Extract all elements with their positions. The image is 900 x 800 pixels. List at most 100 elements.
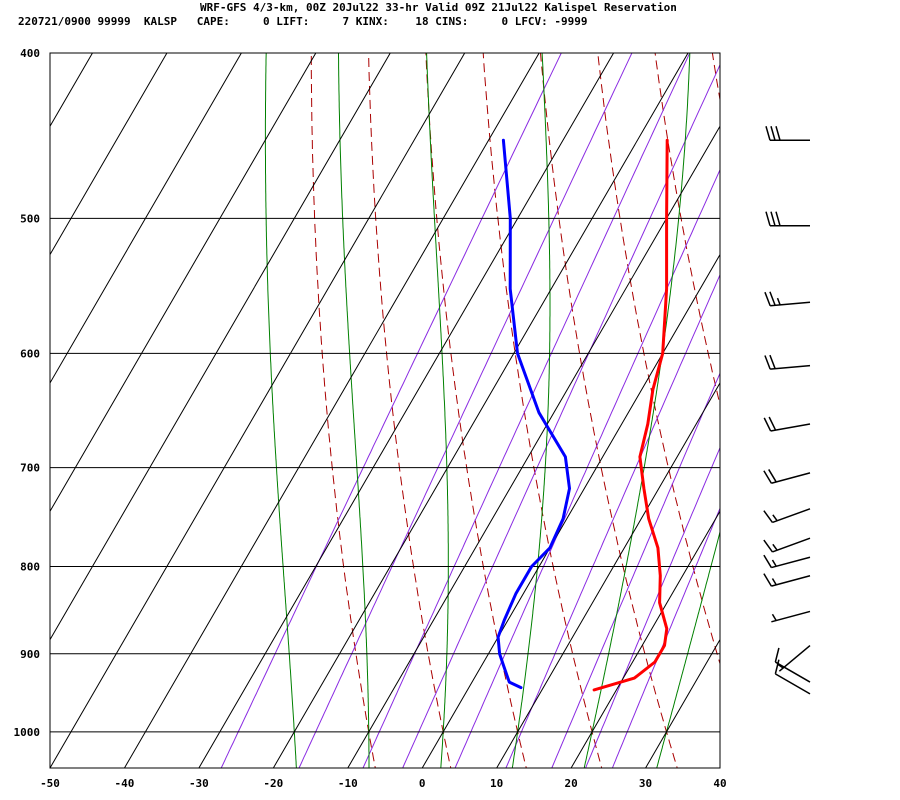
- wind-barb: [771, 610, 811, 623]
- barb-shaft: [771, 556, 811, 569]
- barb-flag: [770, 211, 776, 226]
- profiles: [496, 138, 669, 692]
- x-tick-label: -30: [189, 777, 209, 790]
- isotherm-line: [50, 53, 93, 128]
- x-tick-label: -40: [115, 777, 135, 790]
- mixing-ratio-line: [505, 273, 720, 768]
- wind-barb: [776, 644, 811, 672]
- background-lines: [220, 15, 900, 775]
- barb-flag: [763, 539, 774, 553]
- wind-barb: [763, 416, 811, 432]
- barb-flag: [774, 659, 780, 675]
- y-tick-label: 1000: [14, 726, 41, 739]
- barb-flag: [763, 554, 773, 568]
- isotherm-line: [570, 510, 720, 768]
- barb-shaft: [774, 661, 811, 683]
- dry-adiabat: [425, 53, 527, 768]
- dry-adiabat: [310, 53, 376, 768]
- wind-barbs: [763, 126, 811, 695]
- dry-adiabat: [711, 53, 720, 103]
- barb-flag: [763, 470, 773, 484]
- wind-barb: [763, 537, 811, 553]
- y-tick-label: 600: [20, 347, 40, 360]
- wind-barb: [765, 126, 810, 142]
- x-tick-label: 0: [419, 777, 426, 790]
- y-tick-label: 400: [20, 47, 40, 60]
- barb-shaft: [771, 472, 811, 484]
- isotherm-line: [496, 381, 720, 768]
- isotherm-line: [645, 638, 720, 768]
- isotherm-line: [347, 125, 720, 768]
- mixing-ratio-line: [298, 53, 633, 768]
- barb-flag: [763, 573, 773, 587]
- barb-shaft: [772, 537, 811, 553]
- dry-adiabat: [368, 53, 452, 768]
- wind-barb: [763, 508, 811, 524]
- x-tick-label: 40: [713, 777, 726, 790]
- barb-flag: [768, 469, 777, 483]
- isotherm-line: [421, 253, 720, 768]
- barb-shaft: [774, 673, 811, 695]
- isotherm-line: [0, 53, 18, 768]
- dry-adiabat: [763, 15, 900, 775]
- wind-barb: [764, 291, 811, 307]
- mixing-ratio-line: [585, 446, 720, 768]
- x-tick-label: -20: [263, 777, 283, 790]
- barb-flag: [768, 416, 777, 431]
- sounding-indices: 220721/0900 99999 KALSP CAPE: 0 LIFT: 7 …: [18, 15, 588, 28]
- mixing-ratio-line: [362, 53, 691, 768]
- wind-barb: [763, 554, 811, 569]
- x-tick-label: 10: [490, 777, 503, 790]
- moist-adiabat: [264, 53, 297, 768]
- y-tick-label: 900: [20, 648, 40, 661]
- moist-adiabat: [426, 53, 449, 768]
- moist-adiabat: [656, 530, 720, 768]
- mixing-ratio-line: [551, 372, 720, 768]
- y-tick-label: 800: [20, 561, 40, 574]
- barb-flag: [765, 126, 771, 141]
- isotherm-line: [50, 53, 242, 384]
- barb-shaft: [770, 301, 811, 307]
- isotherm-line: [198, 53, 615, 768]
- dry-adiabat: [482, 53, 603, 768]
- barb-flag: [775, 211, 781, 226]
- chart-title: WRF-GFS 4/3-km, 00Z 20Jul22 33-hr Valid …: [200, 1, 677, 14]
- moist-adiabat: [511, 53, 551, 768]
- wind-barb: [764, 354, 811, 370]
- isotherm-line: [124, 53, 540, 768]
- dry-adiabat: [876, 15, 900, 775]
- dewpoint-profile: [496, 138, 571, 690]
- mixing-ratio-line: [220, 53, 562, 768]
- x-tick-label: -50: [40, 777, 60, 790]
- barb-half-flag: [771, 559, 777, 567]
- dry-adiabat: [820, 15, 900, 775]
- barb-shaft: [771, 610, 811, 623]
- barb-flag: [763, 510, 774, 523]
- moist-adiabat: [728, 15, 900, 775]
- y-tick-label: 700: [20, 462, 40, 475]
- isotherm-line: [719, 767, 720, 768]
- plot-frame: [49, 52, 721, 769]
- x-tick-label: -10: [338, 777, 358, 790]
- isotherm-line: [272, 53, 689, 768]
- moist-adiabat: [583, 53, 691, 768]
- barb-half-flag: [772, 543, 778, 551]
- barb-flag: [769, 291, 776, 306]
- mixing-ratio-line: [454, 168, 720, 768]
- wind-barb: [763, 469, 811, 484]
- x-tick-label: 20: [564, 777, 577, 790]
- barb-shaft: [770, 364, 811, 370]
- barb-shaft: [771, 575, 811, 587]
- dry-adiabat: [539, 53, 678, 768]
- mixing-ratio-line: [402, 63, 720, 768]
- barb-flag: [764, 355, 771, 370]
- dry-adiabat: [654, 53, 720, 407]
- isotherm-line: [50, 53, 317, 513]
- barb-shaft: [770, 423, 811, 432]
- barb-half-flag: [771, 613, 777, 621]
- dry-adiabat: [597, 53, 720, 666]
- barb-flag: [775, 126, 781, 141]
- isotherm-line: [50, 53, 466, 768]
- x-tick-labels: -50 -40 -30 -20 -10 0 10 20 30 40: [40, 777, 727, 790]
